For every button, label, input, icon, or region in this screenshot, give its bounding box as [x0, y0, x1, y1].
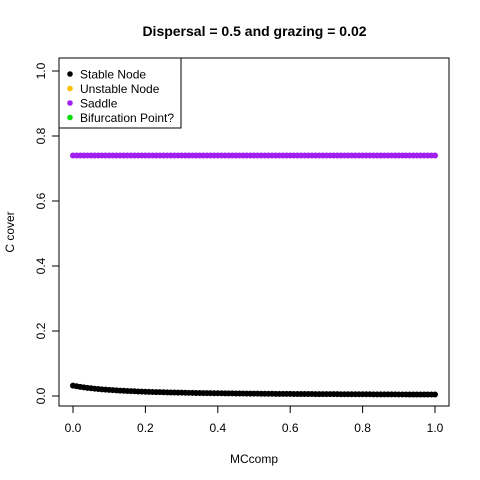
x-axis-label: MCcomp: [230, 452, 278, 466]
x-tick-label: 0.6: [282, 421, 299, 435]
legend-marker: [67, 85, 73, 92]
legend-marker: [67, 71, 73, 77]
y-tick-label: 0.0: [34, 387, 48, 404]
legend-label: Bifurcation Point?: [80, 111, 174, 125]
y-tick-label: 0.8: [34, 127, 48, 144]
y-axis-label: C cover: [3, 211, 17, 252]
x-tick-label: 0.0: [65, 421, 82, 435]
x-tick-label: 1.0: [427, 421, 444, 435]
x-tick-label: 0.4: [209, 421, 226, 435]
y-tick-label: 0.2: [34, 322, 48, 339]
y-axis: 0.0 0.2 0.4 0.6 0.8 1.0: [34, 62, 60, 404]
legend-label: Saddle: [80, 96, 118, 110]
x-axis: 0.0 0.2 0.4 0.6 0.8 1.0: [65, 405, 444, 435]
legend-marker: [67, 100, 73, 106]
data-point: [432, 391, 438, 398]
y-tick-label: 0.4: [34, 257, 48, 274]
legend-label: Stable Node: [80, 67, 146, 81]
legend-box: [58, 57, 182, 129]
series-1: [70, 382, 438, 398]
x-tick-label: 0.8: [354, 421, 371, 435]
data-point: [432, 152, 438, 159]
legend-label: Unstable Node: [80, 82, 160, 96]
series-0: [70, 152, 438, 159]
y-tick-label: 1.0: [34, 62, 48, 79]
legend-marker: [67, 114, 73, 121]
y-tick-label: 0.6: [34, 192, 48, 209]
chart-title: Dispersal = 0.5 and grazing = 0.02: [142, 23, 366, 39]
series-layer: [70, 152, 438, 398]
x-tick-label: 0.2: [137, 421, 154, 435]
